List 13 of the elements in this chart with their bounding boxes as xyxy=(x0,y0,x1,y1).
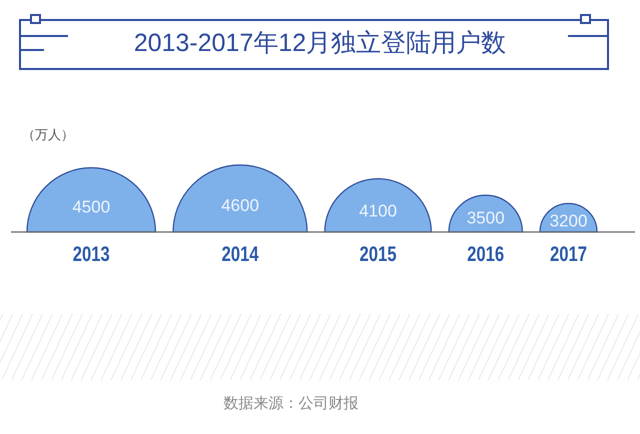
data-label: 4100 xyxy=(359,202,397,221)
category-label: 2015 xyxy=(360,243,406,266)
data-label: 4600 xyxy=(221,196,260,216)
data-label: 3200 xyxy=(550,212,588,231)
category-label: 2017 xyxy=(550,243,597,266)
category-label: 2016 xyxy=(467,243,514,266)
data-label: 3500 xyxy=(466,208,505,228)
category-label: 2013 xyxy=(72,243,120,266)
category-label: 2014 xyxy=(222,243,268,266)
text: （万人） xyxy=(22,127,74,142)
text: 2013-2017年12月独立登陆用户数 xyxy=(134,29,506,57)
data-label: 4500 xyxy=(72,197,110,216)
source-note: 数据来源：公司财报 xyxy=(224,395,358,412)
